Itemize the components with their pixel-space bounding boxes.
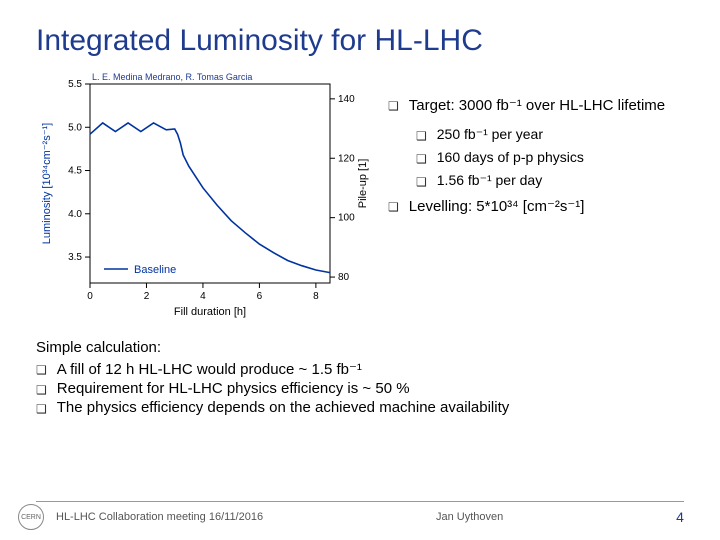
calc-text: Requirement for HL-LHC physics efficienc… <box>57 380 410 397</box>
svg-text:140: 140 <box>338 94 355 105</box>
bullet-text: 160 days of p-p physics <box>437 149 584 166</box>
bullet-icon: ❑ <box>36 383 47 397</box>
cern-logo-icon: CERN <box>18 504 44 530</box>
calc-line-2: ❑ Requirement for HL-LHC physics efficie… <box>36 380 684 397</box>
footer-presenter: Jan Uythoven <box>436 511 503 523</box>
slide-title: Integrated Luminosity for HL-LHC <box>0 0 720 58</box>
svg-text:4.5: 4.5 <box>68 166 82 177</box>
bullet-levelling: ❑ Levelling: 5*10³⁴ [cm⁻²s⁻¹] <box>388 197 700 215</box>
svg-text:8: 8 <box>313 291 319 302</box>
bullet-icon: ❑ <box>36 363 47 378</box>
luminosity-chart: L. E. Medina Medrano, R. Tomas Garcia 0 2… <box>36 66 376 321</box>
svg-text:Luminosity [10³⁴cm⁻²s⁻¹]: Luminosity [10³⁴cm⁻²s⁻¹] <box>41 123 53 244</box>
calc-line-1: ❑ A fill of 12 h HL-LHC would produce ~ … <box>36 360 684 378</box>
svg-text:2: 2 <box>144 291 150 302</box>
bullet-icon: ❑ <box>416 129 427 143</box>
bullet-icon: ❑ <box>416 152 427 166</box>
calc-line-3: ❑ The physics efficiency depends on the … <box>36 399 684 416</box>
bullet-sub-1: ❑ 250 fb⁻¹ per year <box>416 126 700 143</box>
page-number: 4 <box>676 509 684 525</box>
calc-header: Simple calculation: <box>36 339 684 356</box>
svg-text:4.0: 4.0 <box>68 209 82 220</box>
svg-text:100: 100 <box>338 213 355 224</box>
footer-left: HL-LHC Collaboration meeting 16/11/2016 <box>56 511 263 523</box>
svg-text:Baseline: Baseline <box>134 264 176 276</box>
bullet-icon: ❑ <box>416 175 427 189</box>
svg-text:80: 80 <box>338 272 350 283</box>
calc-text: A fill of 12 h HL-LHC would produce ~ 1.… <box>57 360 362 378</box>
svg-text:3.5: 3.5 <box>68 252 82 263</box>
chart-svg: 0 2 4 6 8 Fill duration [h] 3.5 4.0 4.5 5.0 5.5 Lum… <box>36 66 376 321</box>
footer: CERN HL-LHC Collaboration meeting 16/11/… <box>0 504 720 530</box>
lower-text: Simple calculation: ❑ A fill of 12 h HL-… <box>0 321 720 416</box>
bullet-list: ❑ Target: 3000 fb⁻¹ over HL-LHC lifetime… <box>376 66 700 321</box>
bullet-text: 1.56 fb⁻¹ per day <box>437 172 542 189</box>
svg-text:6: 6 <box>257 291 263 302</box>
svg-text:5.5: 5.5 <box>68 79 82 90</box>
bullet-icon: ❑ <box>36 402 47 416</box>
bullet-text: Levelling: 5*10³⁴ [cm⁻²s⁻¹] <box>409 197 585 215</box>
svg-text:4: 4 <box>200 291 206 302</box>
bullet-target: ❑ Target: 3000 fb⁻¹ over HL-LHC lifetime <box>388 96 700 114</box>
content-row: L. E. Medina Medrano, R. Tomas Garcia 0 2… <box>0 58 720 321</box>
chart-credit: L. E. Medina Medrano, R. Tomas Garcia <box>92 72 252 82</box>
bullet-sub-2: ❑ 160 days of p-p physics <box>416 149 700 166</box>
bullet-text: Target: 3000 fb⁻¹ over HL-LHC lifetime <box>409 96 665 114</box>
svg-text:Fill duration [h]: Fill duration [h] <box>174 306 246 318</box>
footer-divider <box>36 501 684 502</box>
bullet-text: 250 fb⁻¹ per year <box>437 126 543 143</box>
calc-text: The physics efficiency depends on the ac… <box>57 399 510 416</box>
svg-text:Pile-up [1]: Pile-up [1] <box>357 159 369 209</box>
bullet-icon: ❑ <box>388 99 399 114</box>
svg-text:0: 0 <box>87 291 93 302</box>
bullet-sub-3: ❑ 1.56 fb⁻¹ per day <box>416 172 700 189</box>
svg-text:5.0: 5.0 <box>68 122 82 133</box>
svg-text:120: 120 <box>338 153 355 164</box>
bullet-icon: ❑ <box>388 200 399 215</box>
